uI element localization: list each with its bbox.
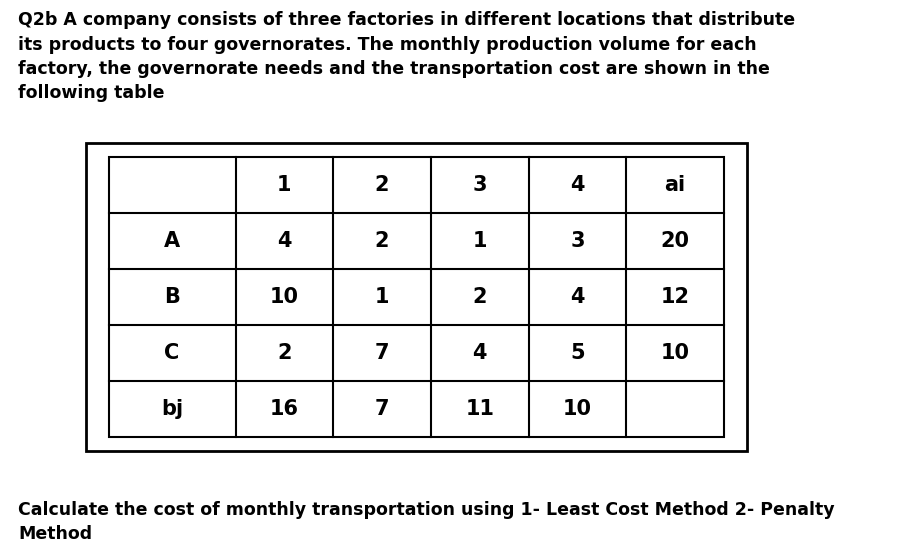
Text: 10: 10 <box>661 343 690 363</box>
Text: B: B <box>164 287 180 307</box>
Text: Calculate the cost of monthly transportation using 1- Least Cost Method 2- Penal: Calculate the cost of monthly transporta… <box>18 501 834 543</box>
Text: 4: 4 <box>277 231 291 251</box>
Text: 10: 10 <box>270 287 299 307</box>
Text: 7: 7 <box>375 399 389 419</box>
Text: 4: 4 <box>570 175 585 195</box>
Text: 1: 1 <box>472 231 487 251</box>
Text: 2: 2 <box>277 343 291 363</box>
Text: 20: 20 <box>661 231 690 251</box>
Bar <box>86 143 747 451</box>
Text: 4: 4 <box>570 287 585 307</box>
Text: 3: 3 <box>472 175 487 195</box>
Text: 7: 7 <box>375 343 389 363</box>
Text: A: A <box>164 231 180 251</box>
Text: 12: 12 <box>661 287 690 307</box>
Text: 10: 10 <box>563 399 592 419</box>
Text: ai: ai <box>664 175 686 195</box>
Text: bj: bj <box>161 399 183 419</box>
Text: 4: 4 <box>472 343 487 363</box>
Text: 1: 1 <box>277 175 291 195</box>
Text: 5: 5 <box>570 343 585 363</box>
Text: 3: 3 <box>570 231 585 251</box>
Text: 1: 1 <box>375 287 389 307</box>
Text: 2: 2 <box>472 287 487 307</box>
Text: 2: 2 <box>375 175 389 195</box>
Text: C: C <box>165 343 180 363</box>
Text: Q2b A company consists of three factories in different locations that distribute: Q2b A company consists of three factorie… <box>18 11 795 102</box>
Text: 2: 2 <box>375 231 389 251</box>
Text: 11: 11 <box>465 399 494 419</box>
Bar <box>109 157 724 437</box>
Text: 16: 16 <box>270 399 299 419</box>
